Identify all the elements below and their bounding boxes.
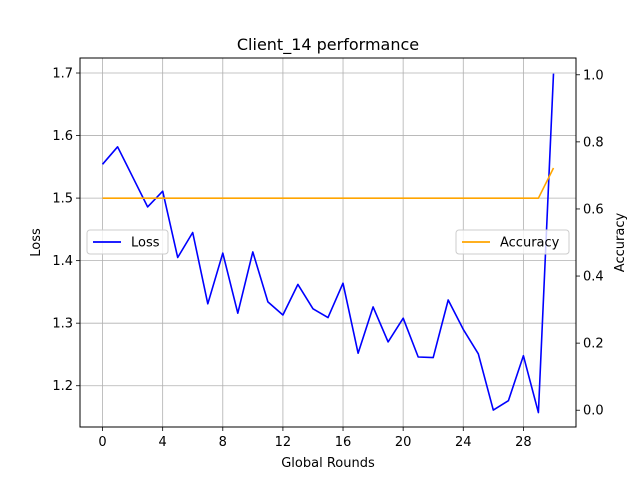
y-left-tick-label: 1.4	[52, 254, 73, 269]
x-axis-label: Global Rounds	[281, 456, 375, 471]
series-line-accuracy	[102, 167, 555, 199]
series-layer	[101, 73, 555, 414]
y-left-tick-label: 1.7	[52, 67, 73, 82]
y-axis-right-label: Accuracy	[613, 213, 628, 273]
x-tick-label: 8	[219, 435, 227, 450]
x-tick-label: 20	[395, 435, 412, 450]
x-tick-label: 24	[455, 435, 472, 450]
y-left-tick-label: 1.2	[52, 379, 73, 394]
x-tick-label: 4	[159, 435, 167, 450]
y-right-tick-label: 0.4	[583, 270, 604, 285]
y-left-tick-label: 1.3	[52, 317, 73, 332]
y-right-tick-label: 0.8	[583, 135, 604, 150]
x-tick-label: 12	[275, 435, 292, 450]
x-tick-label: 0	[98, 435, 106, 450]
legend-loss-label: Loss	[131, 236, 160, 251]
tick-layer: 0 4 8 12 16 20 24 28 1.2 1.3 1.4 1.5 1.6 1.7 0.0 0.2 0.4…	[52, 67, 603, 450]
series-line-loss	[101, 73, 555, 414]
plot-frame	[79, 57, 577, 428]
y-left-tick-label: 1.6	[52, 129, 73, 144]
legend-loss-box	[86, 229, 169, 255]
y-right-tick-label: 0.0	[583, 404, 604, 419]
y-right-tick-label: 0.2	[583, 337, 604, 352]
y-right-tick-label: 0.6	[583, 202, 604, 217]
legend-accuracy-box	[455, 229, 570, 255]
x-tick-label: 28	[515, 435, 532, 450]
y-axis-left-label: Loss	[29, 228, 44, 257]
chart-title: Client_14 performance	[237, 35, 419, 55]
x-tick-label: 16	[335, 435, 352, 450]
legend-accuracy: Accuracy	[455, 229, 570, 255]
legend-loss: Loss	[86, 229, 169, 255]
y-left-tick-label: 1.5	[52, 192, 73, 207]
y-right-tick-label: 1.0	[583, 68, 604, 83]
grid-layer	[80, 58, 576, 427]
legend-accuracy-label: Accuracy	[500, 236, 560, 251]
